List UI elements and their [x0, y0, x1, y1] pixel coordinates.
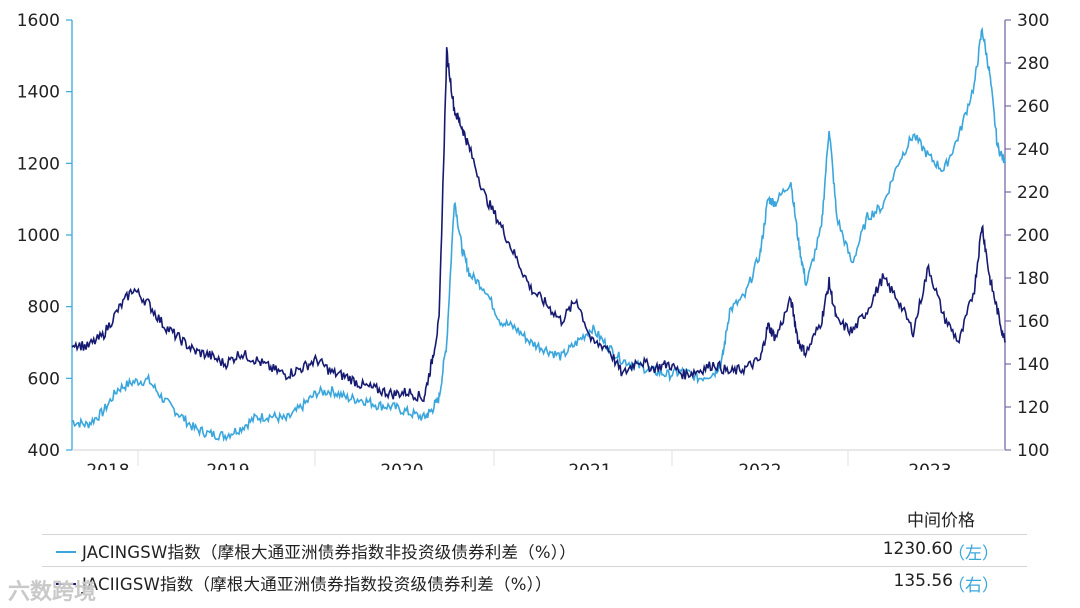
legend-row-right-series: JACIIGSW指数（摩根大通亚洲债券指数投资级债券利差（%）） 135.56 …	[42, 566, 1027, 599]
left-tick-label: 1400	[17, 83, 60, 103]
right-tick-label: 180	[1017, 269, 1049, 289]
x-tick-label: 2019	[206, 461, 249, 470]
left-tick-label: 1000	[17, 226, 60, 246]
x-separators	[137, 450, 849, 466]
right-tick-label: 280	[1017, 54, 1049, 74]
legend-value-right: 135.56	[893, 571, 953, 591]
line-chart: 400 600 800 1000 1200 1400 1600 100 120 140 160 180…	[17, 11, 1050, 470]
x-tick-label: 2023	[908, 461, 951, 470]
left-tick-label: 1600	[17, 11, 60, 31]
legend-row-left-series: JACINGSW指数（摩根大通亚洲债券指数非投资级债券利差（%）） 1230.6…	[42, 534, 1027, 567]
series-left-line	[71, 26, 1006, 443]
legend-side-right: （右）	[948, 576, 999, 596]
series-right-line	[71, 47, 1006, 402]
legend-label-right: JACIIGSW指数（摩根大通亚洲债券指数投资级债券利差（%））	[82, 575, 552, 594]
left-tick-label: 600	[28, 369, 60, 389]
legend-swatch-left	[56, 551, 76, 553]
legend-side-left: （左）	[948, 544, 999, 564]
left-tick-label: 800	[28, 298, 60, 318]
right-tick-label: 100	[1017, 441, 1049, 461]
right-tick-label: 160	[1017, 312, 1049, 332]
legend-value-left: 1230.60	[882, 539, 953, 559]
tick-labels: 400 600 800 1000 1200 1400 1600 100 120 140 160 180…	[17, 11, 1050, 470]
series-lines	[71, 26, 1006, 443]
legend-swatch-right	[56, 583, 76, 585]
right-tick-label: 140	[1017, 355, 1049, 375]
axes	[66, 19, 1011, 451]
left-tick-label: 1200	[17, 154, 60, 174]
right-tick-label: 220	[1017, 183, 1049, 203]
x-tick-label: 2020	[380, 461, 423, 470]
right-tick-label: 300	[1017, 11, 1049, 31]
x-tick-label: 2022	[738, 461, 781, 470]
legend-label-left: JACINGSW指数（摩根大通亚洲债券指数非投资级债券利差（%））	[82, 543, 576, 562]
x-tick-label: 2018	[86, 461, 129, 470]
left-tick-label: 400	[28, 441, 60, 461]
right-tick-label: 200	[1017, 226, 1049, 246]
right-tick-label: 120	[1017, 398, 1049, 418]
right-tick-label: 260	[1017, 97, 1049, 117]
watermark-text: 六数跨境	[8, 580, 97, 605]
legend-header: 中间价格	[907, 511, 975, 531]
right-tick-label: 240	[1017, 140, 1049, 160]
x-tick-label: 2021	[568, 461, 611, 470]
